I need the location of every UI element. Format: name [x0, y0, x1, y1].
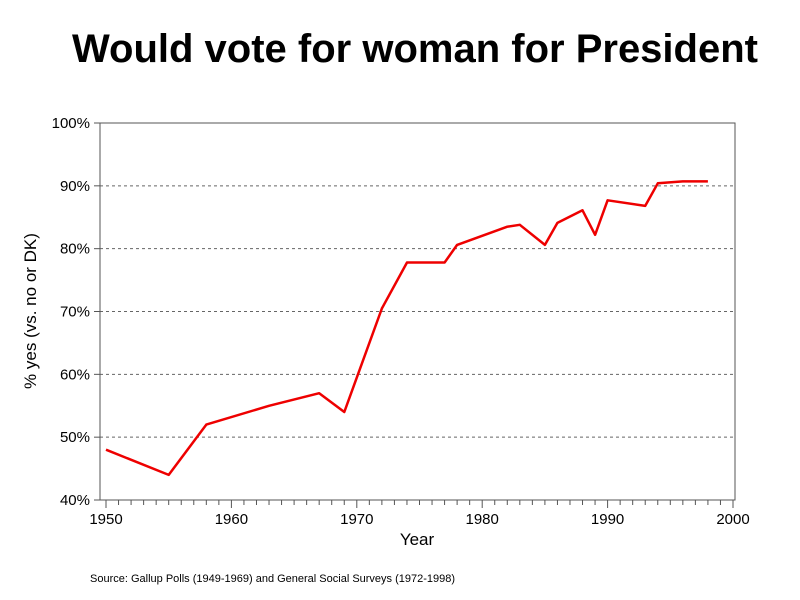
series-line — [105, 180, 708, 477]
x-tick-label: 1970 — [340, 511, 373, 528]
y-tick-label: 70% — [60, 304, 90, 321]
y-tick-label: 90% — [60, 178, 90, 195]
plot-frame — [99, 122, 736, 501]
x-tick-label: 1960 — [215, 511, 248, 528]
y-tick-label: 60% — [60, 366, 90, 383]
source-note: Source: Gallup Polls (1949-1969) and Gen… — [90, 573, 455, 585]
x-tick-label: 1990 — [591, 511, 624, 528]
x-tick-label: 2000 — [716, 511, 749, 528]
y-tick-label: 40% — [60, 492, 90, 509]
x-tick-label: 1980 — [466, 511, 499, 528]
chart-title: Would vote for woman for President — [72, 27, 758, 71]
y-tick-label: 100% — [52, 115, 90, 132]
y-tick-label: 50% — [60, 429, 90, 446]
y-axis-label: % yes (vs. no or DK) — [21, 233, 40, 389]
x-axis-label: Year — [400, 530, 435, 549]
y-tick-label: 80% — [60, 241, 90, 258]
x-tick-label: 1950 — [89, 511, 122, 528]
